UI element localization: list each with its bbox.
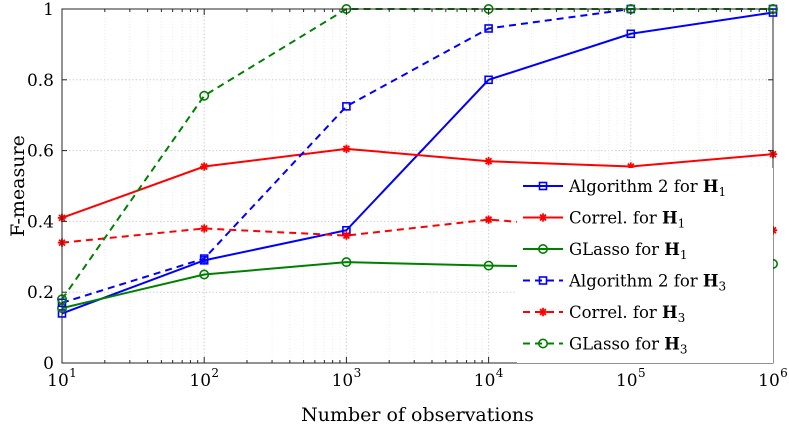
star-stroke [539, 308, 547, 316]
y-axis-label: F-measure [7, 135, 29, 237]
data-point [199, 269, 210, 280]
legend-marker [538, 276, 548, 285]
legend-label: GLasso for H3 [569, 335, 688, 357]
data-point [342, 144, 351, 154]
legend: Algorithm 2 for H1 Correl. for H1 GLasso f… [517, 168, 773, 363]
legend-label: Correl. for H1 [569, 209, 685, 231]
legend-marker [537, 244, 548, 255]
y-tick-label: 0 [43, 354, 54, 374]
x-tick-label: 10 [47, 371, 69, 391]
x-tick-label-exponent: 6 [780, 366, 788, 380]
legend-label: GLasso for H1 [569, 240, 688, 262]
star-stroke [539, 213, 547, 222]
x-tick-label-exponent: 4 [496, 366, 504, 380]
x-tick-label: 10 [332, 371, 354, 391]
data-point [342, 102, 351, 111]
data-point [342, 231, 351, 240]
legend-item: GLasso for H1 [523, 240, 688, 262]
x-tick-label-exponent: 5 [638, 366, 646, 380]
x-tick-label-exponent: 3 [354, 366, 362, 380]
legend-marker [538, 213, 548, 222]
legend-item: Correl. for H1 [523, 209, 685, 231]
x-tick-label: 10 [189, 371, 211, 391]
x-axis-label: Number of observations [301, 404, 534, 426]
y-tick-label: 0.8 [27, 71, 54, 91]
legend-marker [537, 338, 548, 349]
data-point [200, 224, 209, 233]
star-stroke [200, 224, 208, 233]
x-tick-label: 10 [758, 371, 780, 391]
legend-box [517, 168, 773, 363]
star-stroke [342, 231, 350, 240]
star-stroke [200, 162, 208, 171]
series-line [61, 147, 774, 219]
data-point [483, 260, 494, 271]
legend-item: Algorithm 2 for H1 [523, 177, 726, 199]
x-tick-label-exponent: 1 [69, 366, 77, 380]
x-tick-label: 10 [474, 371, 496, 391]
star-stroke [485, 157, 493, 165]
series-2 [57, 144, 778, 223]
data-point [484, 157, 493, 166]
legend-item: GLasso for H3 [523, 335, 688, 357]
legend-label: Algorithm 2 for H3 [568, 272, 726, 294]
legend-marker [538, 307, 548, 317]
data-point [199, 254, 209, 263]
legend-item: Correl. for H3 [523, 303, 685, 325]
data-point [626, 29, 636, 39]
data-point [199, 90, 210, 101]
legend-label: Correl. for H3 [569, 303, 685, 325]
x-tick-label: 10 [616, 371, 638, 391]
data-point [484, 75, 493, 85]
legend-item: Algorithm 2 for H3 [523, 272, 726, 294]
data-point [484, 24, 493, 33]
legend-label: Algorithm 2 for H1 [568, 177, 726, 199]
y-tick-label: 0.2 [27, 283, 54, 303]
data-point [341, 257, 352, 268]
y-tick-label: 0.4 [27, 212, 54, 232]
star-stroke [342, 145, 350, 153]
data-point [200, 162, 209, 171]
y-tick-label: 1 [43, 0, 54, 20]
y-tick-label: 0.6 [27, 142, 54, 162]
star-stroke [485, 216, 493, 224]
x-tick-label-exponent: 2 [211, 366, 219, 380]
legend-marker [538, 181, 548, 191]
data-point [484, 215, 493, 224]
